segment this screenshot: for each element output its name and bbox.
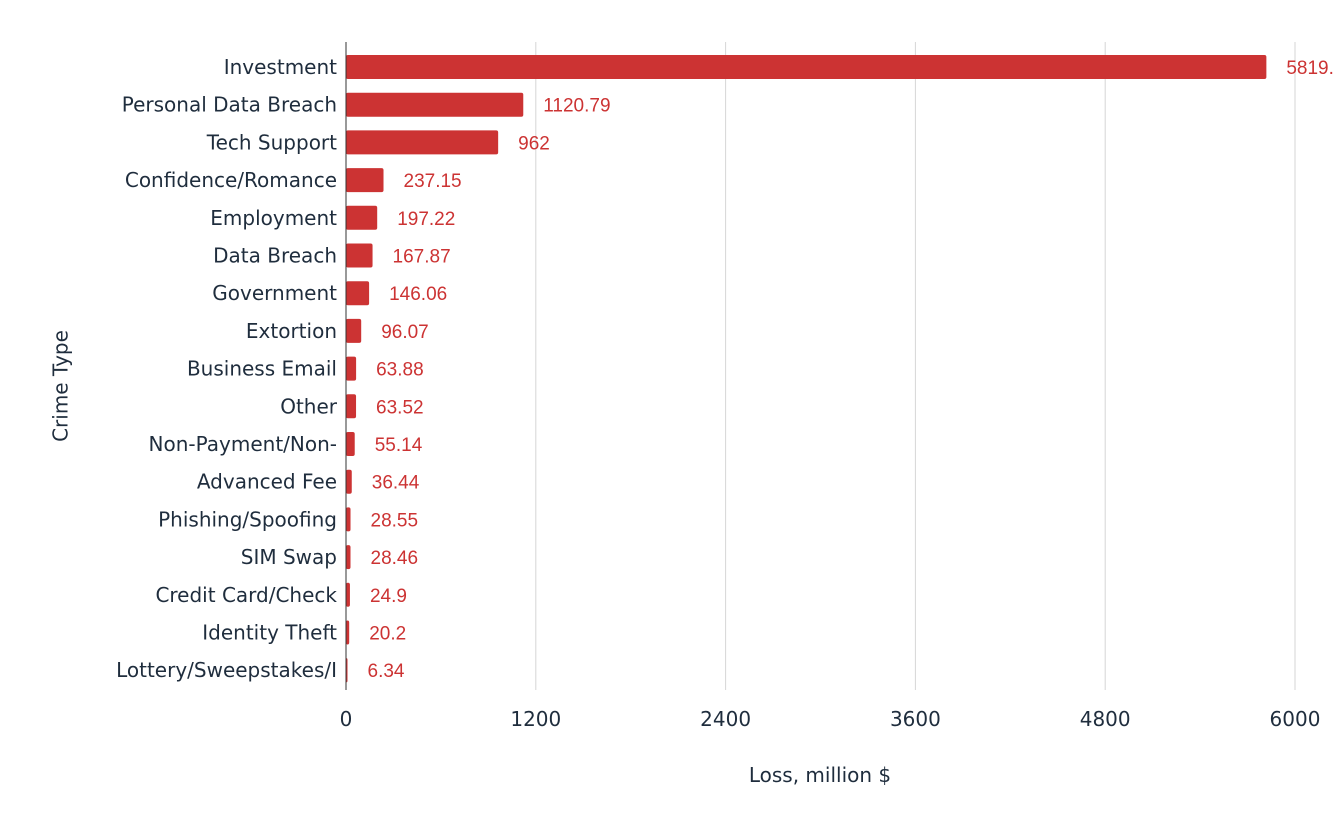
x-tick-label: 4800 — [1080, 707, 1131, 731]
bar — [346, 130, 499, 155]
bar — [346, 92, 524, 117]
data-label: 28.46 — [371, 548, 419, 569]
data-label: 237.15 — [404, 171, 462, 192]
data-label: 55.14 — [375, 435, 423, 456]
category-label: Tech Support — [206, 130, 337, 154]
category-label: Business Email — [187, 357, 337, 381]
category-label: Advanced Fee — [197, 470, 337, 494]
bar — [346, 432, 355, 456]
x-tick-label: 0 — [340, 707, 353, 731]
category-label: Other — [280, 394, 338, 418]
bars — [346, 55, 1267, 683]
data-label: 96.07 — [381, 322, 429, 343]
x-tick-labels: 0 1200 2400 3600 4800 6000 — [340, 707, 1321, 731]
category-label: Investment — [224, 55, 337, 79]
data-label: 1120.79 — [543, 96, 610, 117]
category-label: Employment — [210, 206, 337, 230]
x-tick-label: 6000 — [1270, 707, 1321, 731]
category-label: SIM Swap — [241, 545, 337, 569]
data-label: 28.55 — [371, 510, 419, 531]
category-label: Phishing/Spoofing — [158, 507, 337, 531]
bar — [346, 507, 351, 532]
category-label: Data Breach — [213, 244, 337, 268]
bar — [346, 582, 350, 607]
data-label: 6.34 — [368, 661, 405, 682]
y-axis-title: Crime Type — [49, 330, 73, 442]
data-label: 167.87 — [393, 247, 451, 268]
data-label: 24.9 — [370, 586, 407, 607]
data-label: 146.06 — [389, 284, 447, 305]
category-label: Confidence/Romance — [125, 168, 337, 192]
gridlines — [535, 42, 1296, 690]
x-tick-label: 3600 — [890, 707, 941, 731]
bar — [346, 205, 378, 230]
x-tick-label: 1200 — [510, 707, 561, 731]
bar — [346, 469, 352, 494]
category-labels: Investment Personal Data Breach Tech Suppo… — [116, 55, 338, 682]
bar — [346, 168, 384, 193]
category-label: Identity Theft — [202, 621, 337, 645]
data-label: 36.44 — [372, 473, 420, 494]
bar — [346, 356, 357, 381]
category-label: Government — [212, 281, 337, 305]
data-label: 63.52 — [376, 397, 424, 418]
bar — [346, 620, 350, 645]
category-label: Extortion — [246, 319, 337, 343]
bar — [346, 281, 370, 306]
bar — [346, 55, 1267, 79]
bar — [346, 394, 357, 419]
category-label: Personal Data Breach — [122, 93, 337, 117]
data-label: 20.2 — [369, 624, 406, 645]
data-labels: 5819. 1120.79 962 237.15 197.22 167.87 146.06 9… — [368, 58, 1334, 682]
category-label: Non-Payment/Non- — [149, 432, 337, 456]
bar — [346, 318, 362, 343]
x-tick-label: 2400 — [700, 707, 751, 731]
category-label: Credit Card/Check — [155, 583, 337, 607]
data-label: 962 — [518, 133, 550, 154]
data-label: 197.22 — [397, 209, 455, 230]
data-label: 5819. — [1286, 58, 1334, 79]
data-label: 63.88 — [376, 360, 424, 381]
x-axis-title: Loss, million $ — [749, 763, 891, 787]
bar — [346, 243, 373, 268]
bar — [346, 545, 351, 570]
category-label: Lottery/Sweepstakes/I — [116, 658, 337, 682]
